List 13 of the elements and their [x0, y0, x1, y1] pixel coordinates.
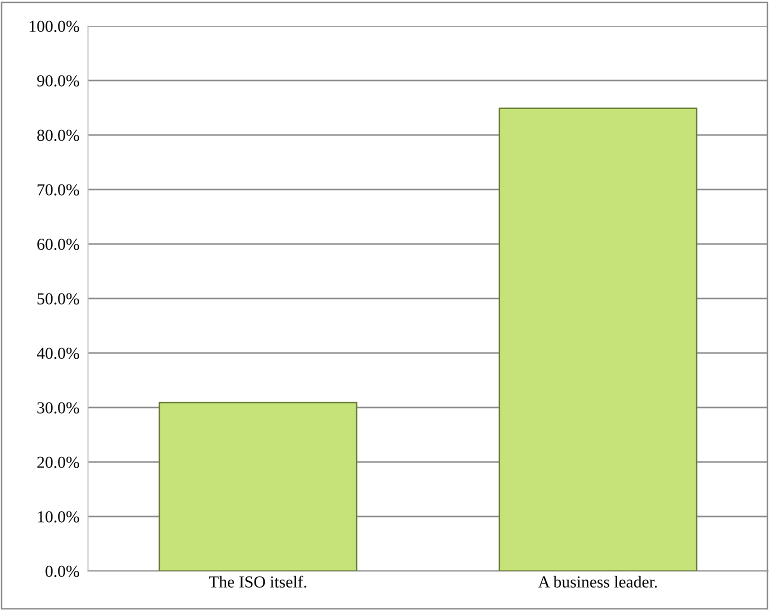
y-tick-label: 90.0%	[37, 75, 80, 87]
y-tick-label: 70.0%	[38, 184, 80, 196]
y-tick-label: 30.0%	[37, 402, 80, 414]
y-tick-label: 10.0%	[38, 511, 80, 523]
x-tick-label: The ISO itself.	[209, 576, 306, 588]
y-tick-label: 20.0%	[37, 456, 80, 468]
y-tick-label: 50.0%	[38, 293, 80, 305]
x-tick-label: A business leader.	[538, 576, 657, 588]
y-tick-label: 40.0%	[36, 348, 80, 360]
y-tick-label: 80.0%	[37, 130, 80, 142]
y-tick-label: 100.0%	[30, 20, 80, 32]
y-tick-label: 60.0%	[37, 238, 80, 250]
y-tick-label: 0.0%	[46, 566, 80, 578]
